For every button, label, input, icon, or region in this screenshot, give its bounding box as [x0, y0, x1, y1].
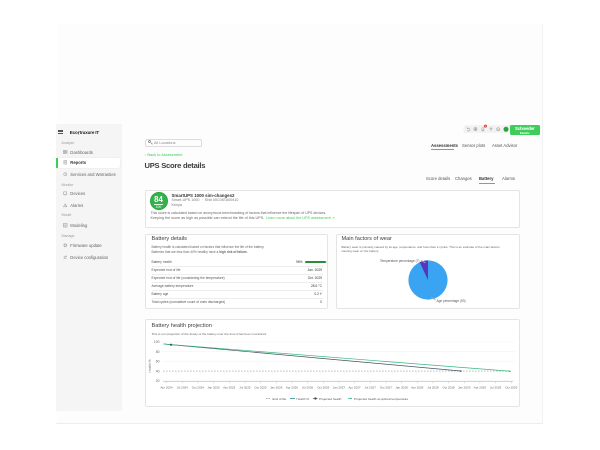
svg-text:Oct 2029: Oct 2029 [505, 386, 518, 390]
svg-text:Jul 2026: Jul 2026 [302, 386, 314, 390]
svg-text:Jul 2024: Jul 2024 [177, 386, 189, 390]
svg-text:Oct 2025: Oct 2025 [254, 386, 267, 390]
svg-text:60: 60 [156, 360, 160, 364]
svg-text:Health %: Health % [297, 397, 310, 401]
svg-text:Apr 2024: Apr 2024 [160, 386, 173, 390]
svg-text:Jul 2027: Jul 2027 [365, 386, 377, 390]
svg-text:Apr 2026: Apr 2026 [286, 386, 299, 390]
svg-text:Oct 2026: Oct 2026 [317, 386, 330, 390]
svg-text:Jul 2029: Jul 2029 [490, 386, 502, 390]
svg-text:Apr 2027: Apr 2027 [348, 386, 361, 390]
svg-text:Projected health at optimal te: Projected health at optimal temperature [354, 397, 408, 401]
svg-text:Oct 2027: Oct 2027 [380, 386, 393, 390]
svg-text:Jan 2025: Jan 2025 [207, 386, 220, 390]
svg-text:80: 80 [156, 350, 160, 354]
svg-text:Apr 2025: Apr 2025 [223, 386, 236, 390]
svg-text:End of life: End of life [273, 397, 287, 401]
svg-text:9: 9 [485, 126, 487, 128]
svg-text:Oct 2024: Oct 2024 [192, 386, 205, 390]
svg-text:Jan 2026: Jan 2026 [270, 386, 283, 390]
svg-text:Jul 2028: Jul 2028 [427, 386, 439, 390]
svg-text:40: 40 [156, 369, 160, 373]
svg-text:100: 100 [154, 340, 160, 344]
svg-text:Jan 2029: Jan 2029 [458, 386, 471, 390]
svg-text:Jul 2025: Jul 2025 [239, 386, 251, 390]
svg-text:20: 20 [156, 379, 160, 383]
svg-text:Jan 2027: Jan 2027 [333, 386, 346, 390]
svg-text:Jan 2028: Jan 2028 [395, 386, 408, 390]
svg-text:Apr 2028: Apr 2028 [411, 386, 424, 390]
svg-text:Apr 2029: Apr 2029 [474, 386, 487, 390]
svg-text:Oct 2028: Oct 2028 [442, 386, 455, 390]
svg-text:Health %: Health % [148, 359, 152, 372]
svg-text:Projected health: Projected health [319, 397, 342, 401]
